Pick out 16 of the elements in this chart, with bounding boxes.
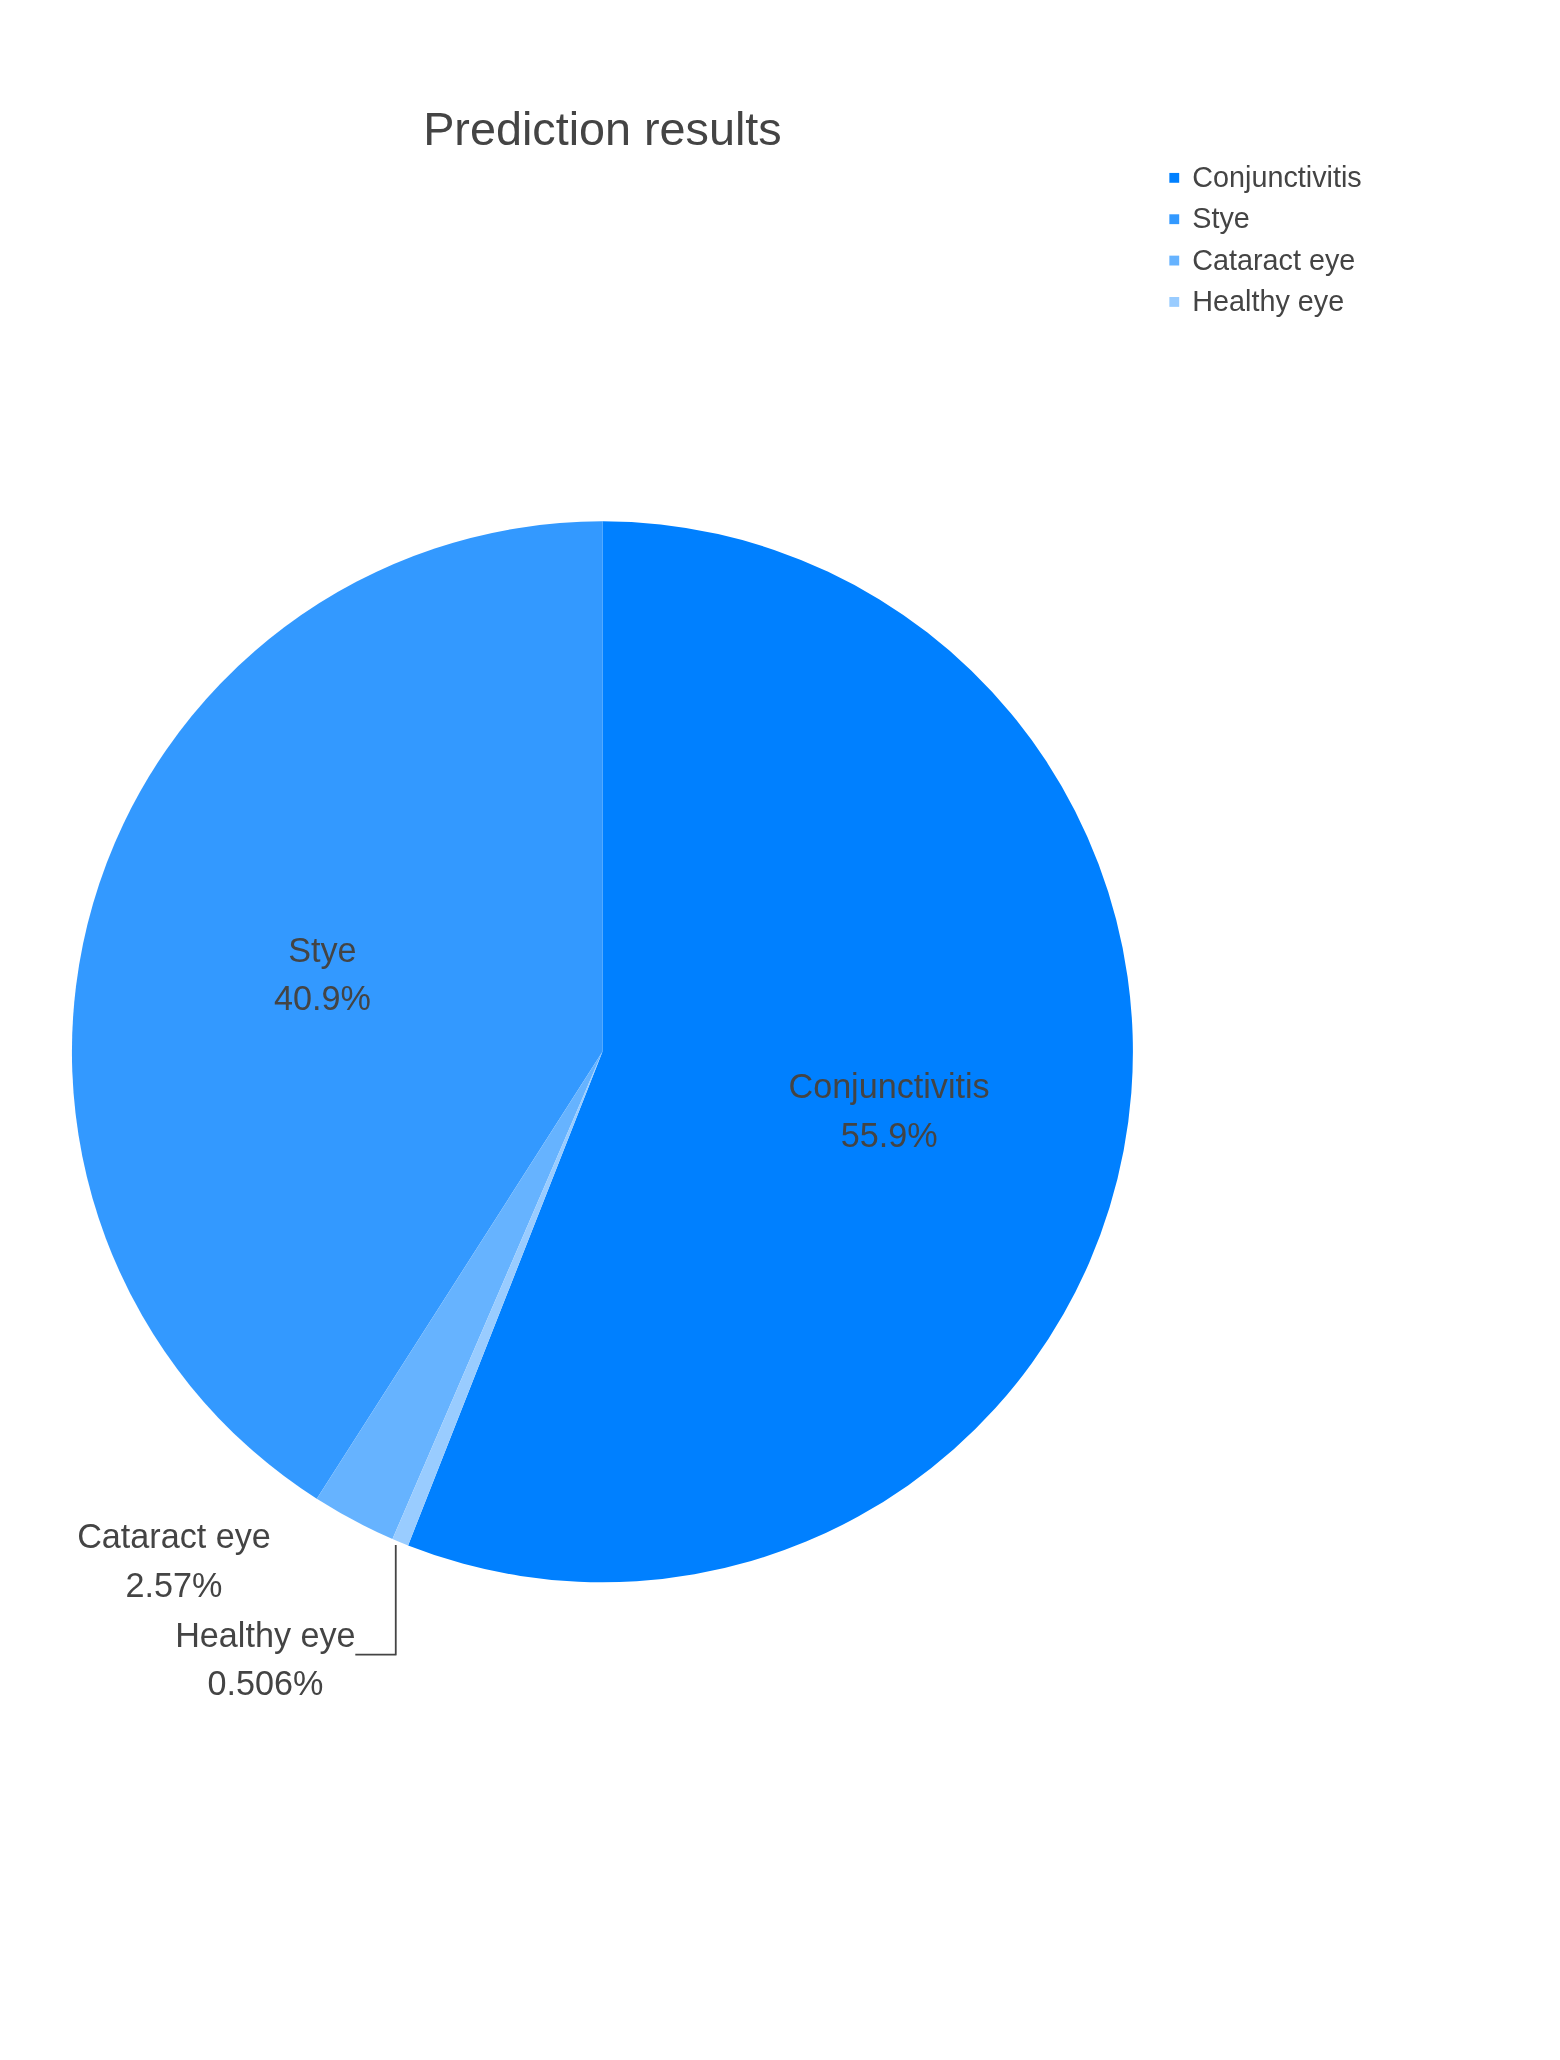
slice-label: Conjunctivitis bbox=[788, 1067, 990, 1106]
chart-title: Prediction results bbox=[423, 102, 782, 155]
data-label: 55.9% bbox=[840, 1115, 938, 1154]
pie-slice bbox=[316, 1051, 603, 1539]
pie-slice bbox=[72, 521, 603, 1499]
slice-label: Stye bbox=[288, 930, 357, 969]
data-label: 2.57% bbox=[125, 1565, 223, 1604]
legend-label: Healthy eye bbox=[1192, 284, 1345, 317]
slice-label: Healthy eye bbox=[175, 1615, 356, 1654]
slice-label: Cataract eye bbox=[77, 1517, 271, 1556]
legend-label: Conjunctivitis bbox=[1192, 160, 1362, 193]
legend-label: Stye bbox=[1192, 202, 1250, 235]
pie-slice bbox=[408, 521, 1132, 1583]
data-label: 40.9% bbox=[273, 979, 371, 1018]
data-label: 0.506% bbox=[207, 1664, 324, 1703]
legend-label: Cataract eye bbox=[1192, 243, 1356, 276]
